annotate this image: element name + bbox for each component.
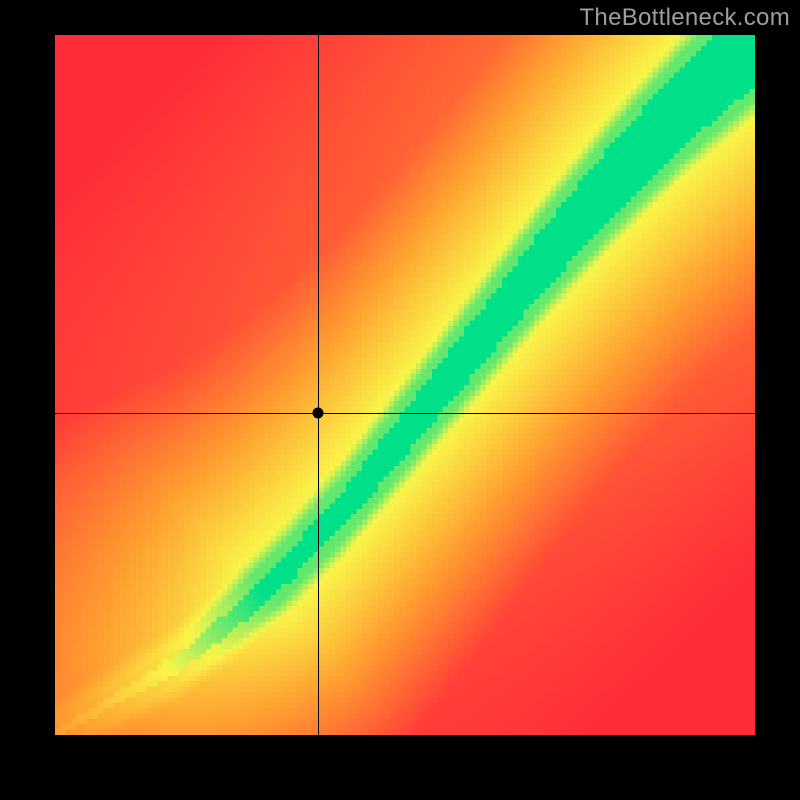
crosshair-horizontal (55, 413, 755, 414)
watermark-text: TheBottleneck.com (579, 4, 790, 32)
chart-container: TheBottleneck.com (0, 0, 800, 800)
heatmap-canvas (55, 35, 755, 735)
crosshair-marker (312, 408, 323, 419)
crosshair-vertical (318, 35, 319, 735)
plot-area (55, 35, 755, 735)
